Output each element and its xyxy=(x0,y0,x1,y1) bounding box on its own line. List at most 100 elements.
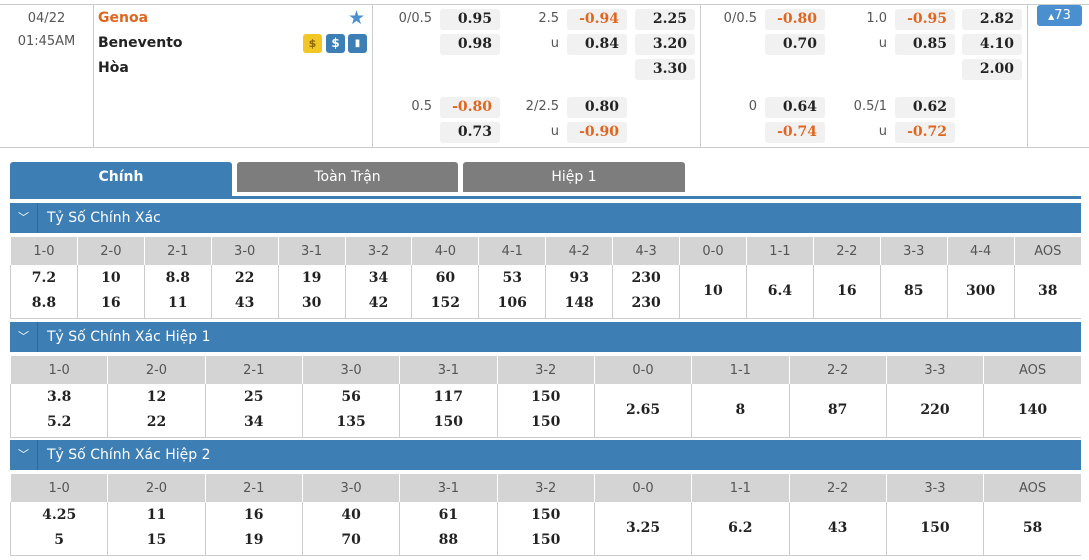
odds-cell[interactable]: 43 xyxy=(788,502,887,556)
odds-value[interactable]: 11 xyxy=(146,507,167,524)
odds-value[interactable]: 4.25 xyxy=(42,507,77,524)
away-team[interactable]: Benevento xyxy=(98,35,183,51)
odds-value[interactable]: 150 xyxy=(920,519,950,536)
odds-value[interactable]: 88 xyxy=(438,532,459,549)
odds-cell[interactable]: 6.2 xyxy=(691,502,789,556)
odds-cell[interactable]: 10 xyxy=(679,265,747,319)
odds-home[interactable]: 0.95 xyxy=(440,9,500,30)
odds-value[interactable]: 230 xyxy=(631,270,661,287)
odds-value[interactable]: 3.8 xyxy=(46,389,72,406)
odds-value[interactable]: 25 xyxy=(244,389,264,406)
odds-1x2-draw[interactable]: 3.30 xyxy=(635,59,695,80)
odds-value[interactable]: 106 xyxy=(497,295,527,312)
odds-cell[interactable]: 230 230 xyxy=(612,265,680,319)
odds-away[interactable]: -0.74 xyxy=(765,122,825,143)
odds-value[interactable]: 43 xyxy=(827,519,848,536)
odds-value[interactable]: 6.4 xyxy=(767,282,793,299)
odds-value[interactable]: 140 xyxy=(1017,401,1048,418)
odds-value[interactable]: 5 xyxy=(54,532,65,549)
odds-value[interactable]: 6.2 xyxy=(728,519,753,536)
stats-icon[interactable]: ▮ xyxy=(348,34,367,53)
odds-over[interactable]: 0.62 xyxy=(895,97,955,118)
odds-cell[interactable]: 12 22 xyxy=(107,384,206,438)
odds-cell[interactable]: 61 88 xyxy=(399,502,498,556)
odds-value[interactable]: 11 xyxy=(168,295,188,312)
odds-cell[interactable]: 34 42 xyxy=(344,265,412,319)
odds-value[interactable]: 38 xyxy=(1038,282,1058,299)
odds-under[interactable]: 0.84 xyxy=(567,34,627,55)
odds-value[interactable]: 93 xyxy=(569,270,589,287)
dollar-icon[interactable]: $ xyxy=(326,34,345,53)
odds-away[interactable]: 0.70 xyxy=(765,34,825,55)
odds-value[interactable]: 220 xyxy=(920,401,950,418)
odds-away[interactable]: 0.98 xyxy=(440,34,500,55)
odds-value[interactable]: 22 xyxy=(146,414,167,431)
tab-toan-tran[interactable]: Toàn Trận xyxy=(237,162,458,192)
odds-value[interactable]: 150 xyxy=(531,532,561,549)
odds-value[interactable]: 10 xyxy=(703,282,723,299)
odds-cell[interactable]: 60 152 xyxy=(411,265,479,319)
odds-value[interactable]: 16 xyxy=(837,282,857,299)
odds-value[interactable]: 150 xyxy=(531,414,561,431)
odds-cell[interactable]: 4.25 5 xyxy=(9,502,108,556)
odds-value[interactable]: 8 xyxy=(735,401,746,418)
section-header[interactable]: ﹀ Tỷ Số Chính Xác Hiệp 2 xyxy=(10,440,1081,470)
odds-under[interactable]: -0.72 xyxy=(895,122,955,143)
odds-value[interactable]: 150 xyxy=(531,389,561,406)
odds-cell[interactable]: 150 150 xyxy=(496,502,595,556)
odds-value[interactable]: 61 xyxy=(438,507,459,524)
tab-chinh[interactable]: Chính xyxy=(10,162,232,196)
odds-cell[interactable]: 85 xyxy=(879,265,948,319)
odds-value[interactable]: 7.2 xyxy=(31,270,57,287)
odds-home[interactable]: 0.64 xyxy=(765,97,825,118)
odds-value[interactable]: 8.8 xyxy=(31,295,57,312)
odds-value[interactable]: 230 xyxy=(631,295,661,312)
odds-value[interactable]: 150 xyxy=(433,414,464,431)
odds-cell[interactable]: 3.25 xyxy=(593,502,692,556)
odds-value[interactable]: 19 xyxy=(244,532,264,549)
odds-cell[interactable]: 22 43 xyxy=(210,265,279,319)
odds-value[interactable]: 42 xyxy=(368,295,389,312)
odds-cell[interactable]: 53 106 xyxy=(478,265,546,319)
odds-1x2-draw[interactable]: 2.00 xyxy=(962,59,1022,80)
section-header[interactable]: ﹀ Tỷ Số Chính Xác Hiệp 1 xyxy=(10,322,1081,352)
star-icon[interactable]: ★ xyxy=(348,7,366,29)
chevron-down-icon[interactable]: ﹀ xyxy=(10,203,38,233)
odds-cell[interactable]: 16 19 xyxy=(204,502,303,556)
odds-cell[interactable]: 117 150 xyxy=(399,384,498,438)
chevron-down-icon[interactable]: ﹀ xyxy=(10,322,38,352)
odds-cell[interactable]: 140 xyxy=(983,384,1081,438)
odds-under[interactable]: 0.85 xyxy=(895,34,955,55)
odds-value[interactable]: 16 xyxy=(101,295,121,312)
odds-home[interactable]: -0.80 xyxy=(765,9,825,30)
odds-value[interactable]: 150 xyxy=(531,507,561,524)
odds-cell[interactable]: 10 16 xyxy=(76,265,145,319)
section-header[interactable]: ﹀ Tỷ Số Chính Xác xyxy=(10,203,1081,233)
odds-1x2-home[interactable]: 2.25 xyxy=(635,9,695,30)
odds-value[interactable]: 12 xyxy=(146,389,167,406)
odds-value[interactable]: 60 xyxy=(435,270,456,287)
odds-over[interactable]: 0.80 xyxy=(567,97,627,118)
odds-cell[interactable]: 6.4 xyxy=(745,265,814,319)
odds-value[interactable]: 70 xyxy=(341,532,361,549)
odds-value[interactable]: 15 xyxy=(146,532,167,549)
odds-value[interactable]: 43 xyxy=(234,295,255,312)
odds-value[interactable]: 34 xyxy=(244,414,264,431)
odds-value[interactable]: 16 xyxy=(244,507,264,524)
odds-value[interactable]: 85 xyxy=(903,282,924,299)
odds-cell[interactable]: 16 xyxy=(812,265,881,319)
odds-cell[interactable]: 150 xyxy=(885,502,984,556)
chevron-down-icon[interactable]: ﹀ xyxy=(10,440,38,470)
odds-value[interactable]: 3.25 xyxy=(625,519,661,536)
odds-value[interactable]: 30 xyxy=(301,295,322,312)
odds-cell[interactable]: 150 150 xyxy=(496,384,595,438)
odds-1x2-away[interactable]: 4.10 xyxy=(962,34,1022,55)
odds-value[interactable]: 117 xyxy=(433,389,464,406)
odds-value[interactable]: 22 xyxy=(234,270,255,287)
odds-value[interactable]: 87 xyxy=(827,401,848,418)
odds-value[interactable]: 34 xyxy=(368,270,389,287)
odds-value[interactable]: 2.65 xyxy=(625,401,661,418)
odds-value[interactable]: 58 xyxy=(1022,519,1043,536)
odds-cell[interactable]: 38 xyxy=(1013,265,1081,319)
odds-cell[interactable]: 7.2 8.8 xyxy=(10,265,78,319)
